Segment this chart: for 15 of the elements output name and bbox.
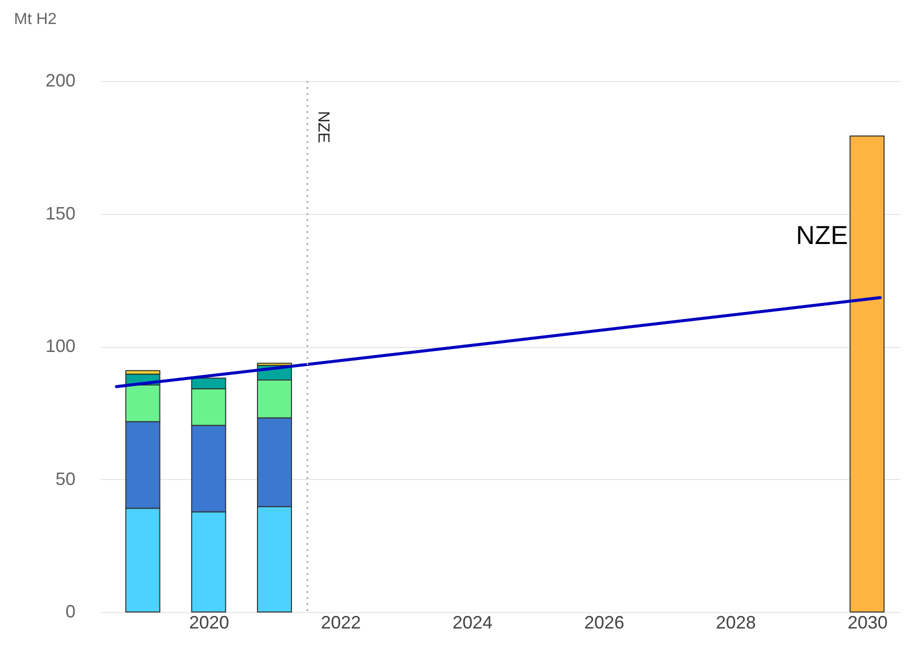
annotation: NZE bbox=[796, 220, 848, 250]
x-tick-label: 2022 bbox=[320, 612, 361, 632]
x-tick-label: 2026 bbox=[584, 612, 624, 632]
x-tick-label: 2020 bbox=[189, 612, 230, 632]
y-tick-label: 50 bbox=[55, 468, 76, 489]
x-tick-label: 2030 bbox=[848, 612, 888, 632]
x-tick-label: 2028 bbox=[716, 612, 756, 632]
y-tick-label: 150 bbox=[45, 203, 76, 224]
y-axis-title: Mt H2 bbox=[14, 11, 57, 28]
y-tick-label: 200 bbox=[45, 70, 76, 90]
ref-line-label: NZE bbox=[314, 111, 332, 143]
x-tick-label: 2024 bbox=[452, 612, 493, 632]
y-tick-label: 100 bbox=[45, 336, 76, 356]
bar bbox=[850, 135, 885, 612]
y-tick-label: 0 bbox=[65, 602, 76, 622]
